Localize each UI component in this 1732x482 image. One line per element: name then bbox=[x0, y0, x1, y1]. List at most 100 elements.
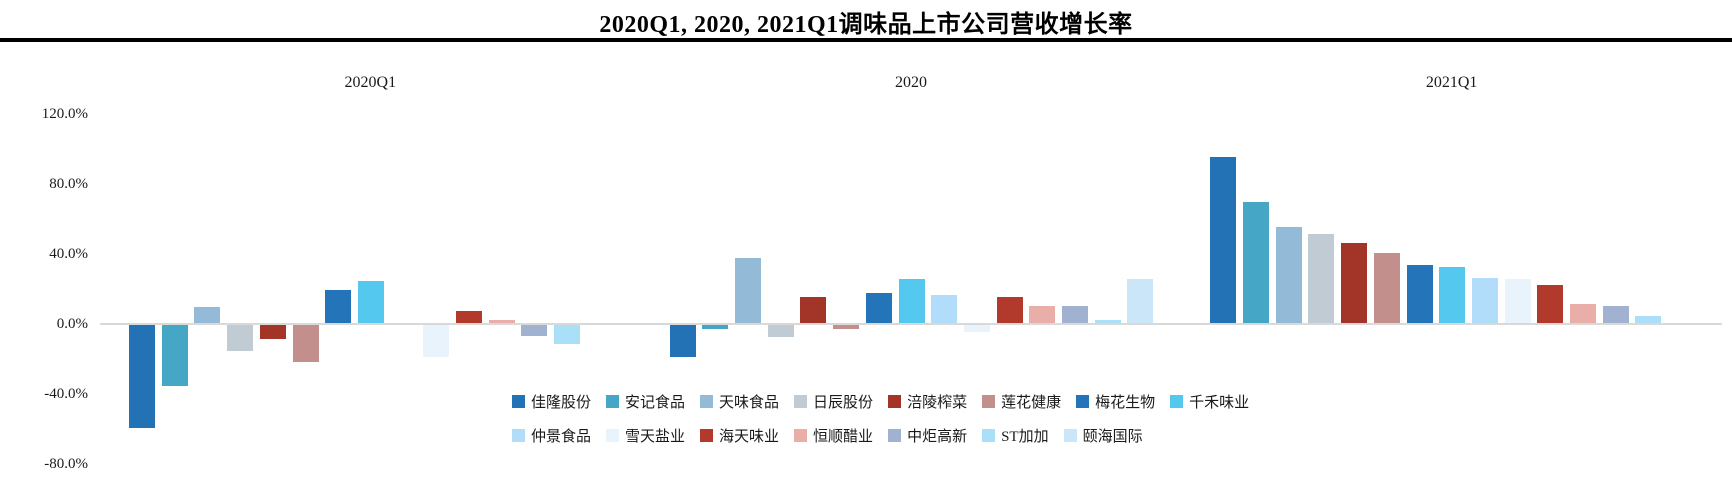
legend-swatch-icon bbox=[700, 429, 714, 442]
bar-2021Q1-安记食品 bbox=[1243, 202, 1270, 323]
legend-item-梅花生物: 梅花生物 bbox=[1076, 391, 1155, 412]
legend-swatch-icon bbox=[888, 395, 902, 408]
legend-item-仲景食品: 仲景食品 bbox=[512, 425, 591, 446]
bar-2020Q1-恒顺醋业 bbox=[488, 319, 515, 323]
bar-2021Q1-千禾味业 bbox=[1439, 267, 1466, 323]
bar-2020-千禾味业 bbox=[898, 279, 925, 323]
legend-item-恒顺醋业: 恒顺醋业 bbox=[794, 425, 873, 446]
legend-label: 恒顺醋业 bbox=[813, 429, 874, 445]
bar-2021Q1-梅花生物 bbox=[1406, 265, 1433, 323]
bar-2020-中炬高新 bbox=[1062, 305, 1089, 323]
legend-swatch-icon bbox=[606, 395, 620, 408]
legend-row-2: 仲景食品 雪天盐业 海天味业 恒顺醋业 中炬高新 ST加加 颐海国际 bbox=[512, 425, 1264, 446]
bar-2021Q1-涪陵榨菜 bbox=[1341, 242, 1368, 323]
legend-swatch-icon bbox=[512, 429, 525, 442]
legend-swatch-icon bbox=[1076, 395, 1090, 408]
bar-2020Q1-千禾味业 bbox=[357, 281, 384, 323]
bar-2021Q1-海天味业 bbox=[1537, 284, 1564, 323]
bar-2020-海天味业 bbox=[996, 296, 1023, 323]
bar-2021Q1-天味食品 bbox=[1275, 226, 1302, 323]
bar-2020-颐海国际 bbox=[1127, 279, 1154, 323]
legend-row-1: 佳隆股份 安记食品 天味食品 日辰股份 涪陵榨菜 莲花健康 梅花生物 千禾味业 bbox=[512, 391, 1264, 412]
bar-2020Q1-海天味业 bbox=[456, 310, 482, 323]
legend-swatch-icon bbox=[982, 395, 996, 408]
legend-item-千禾味业: 千禾味业 bbox=[1170, 391, 1249, 412]
bar-2021Q1-仲景食品 bbox=[1471, 277, 1498, 323]
legend-item-莲花健康: 莲花健康 bbox=[982, 391, 1061, 412]
bar-2020Q1-佳隆股份 bbox=[129, 325, 155, 429]
legend-label: 日辰股份 bbox=[813, 395, 874, 411]
legend-item-涪陵榨菜: 涪陵榨菜 bbox=[888, 391, 967, 412]
legend-item-雪天盐业: 雪天盐业 bbox=[606, 425, 685, 446]
legend-item-ST加加: ST加加 bbox=[982, 425, 1049, 446]
legend-item-海天味业: 海天味业 bbox=[700, 425, 779, 446]
bar-2020Q1-莲花健康 bbox=[292, 325, 319, 362]
bar-2020Q1-ST加加 bbox=[554, 325, 581, 345]
legend-swatch-icon bbox=[794, 429, 808, 442]
bar-2020Q1-天味食品 bbox=[194, 307, 221, 323]
legend-item-安记食品: 安记食品 bbox=[606, 391, 685, 412]
legend-item-天味食品: 天味食品 bbox=[700, 391, 779, 412]
bar-2020-ST加加 bbox=[1094, 319, 1121, 323]
category-label-2020Q1: 2020Q1 bbox=[344, 74, 397, 91]
legend-swatch-icon bbox=[700, 395, 714, 408]
bar-2020-安记食品 bbox=[702, 325, 729, 329]
legend-label: 雪天盐业 bbox=[625, 429, 686, 445]
bar-2020Q1-中炬高新 bbox=[521, 325, 548, 336]
legend-label: 梅花生物 bbox=[1095, 395, 1156, 411]
y-tick-label-4: -40.0% bbox=[44, 386, 88, 402]
y-tick-label-1: 80.0% bbox=[49, 176, 88, 192]
bar-2020-佳隆股份 bbox=[669, 325, 696, 357]
category-label-2020: 2020 bbox=[895, 74, 927, 91]
bar-2020Q1-雪天盐业 bbox=[423, 325, 450, 357]
category-label-2021Q1: 2021Q1 bbox=[1425, 74, 1478, 91]
bar-2020-涪陵榨菜 bbox=[800, 296, 827, 323]
legend-swatch-icon bbox=[1170, 395, 1184, 408]
bar-2020-日辰股份 bbox=[767, 325, 794, 338]
bar-2020Q1-安记食品 bbox=[161, 325, 188, 387]
title-underline bbox=[0, 38, 1732, 42]
bar-2021Q1-中炬高新 bbox=[1602, 305, 1629, 323]
bar-2020-雪天盐业 bbox=[963, 325, 990, 332]
bar-2020-恒顺醋业 bbox=[1029, 305, 1056, 323]
y-tick-label-2: 40.0% bbox=[49, 246, 88, 262]
legend-label: 中炬高新 bbox=[907, 429, 968, 445]
x-axis-line bbox=[100, 323, 1722, 325]
bar-2021Q1-ST加加 bbox=[1635, 316, 1662, 323]
y-tick-label-0: 120.0% bbox=[41, 106, 88, 122]
legend-swatch-icon bbox=[982, 429, 996, 442]
bar-2020-仲景食品 bbox=[931, 295, 958, 323]
bar-2020Q1-日辰股份 bbox=[227, 325, 254, 352]
legend-label: 安记食品 bbox=[625, 395, 686, 411]
bar-2021Q1-莲花健康 bbox=[1373, 253, 1400, 323]
bar-2021Q1-雪天盐业 bbox=[1504, 279, 1531, 323]
bar-2020Q1-涪陵榨菜 bbox=[259, 325, 286, 339]
legend-label: 颐海国际 bbox=[1082, 429, 1143, 445]
y-tick-label-3: 0.0% bbox=[56, 316, 88, 332]
legend-item-日辰股份: 日辰股份 bbox=[794, 391, 873, 412]
bar-2020-天味食品 bbox=[735, 258, 762, 323]
bar-2020Q1-梅花生物 bbox=[325, 289, 352, 323]
legend-label: 千禾味业 bbox=[1189, 395, 1250, 411]
legend-label: 海天味业 bbox=[719, 429, 780, 445]
legend-swatch-icon bbox=[888, 429, 902, 442]
bar-2021Q1-恒顺醋业 bbox=[1570, 303, 1597, 323]
legend-label: ST加加 bbox=[1001, 429, 1049, 445]
legend-swatch-icon bbox=[512, 395, 525, 408]
legend-swatch-icon bbox=[1063, 429, 1077, 442]
legend-swatch-icon bbox=[794, 395, 808, 408]
bar-2021Q1-佳隆股份 bbox=[1210, 156, 1237, 323]
bar-2020-梅花生物 bbox=[865, 293, 892, 323]
y-tick-label-5: -80.0% bbox=[44, 456, 88, 472]
legend-label: 莲花健康 bbox=[1001, 395, 1062, 411]
legend-item-颐海国际: 颐海国际 bbox=[1063, 425, 1143, 446]
legend-label: 佳隆股份 bbox=[531, 395, 592, 411]
bar-2020-莲花健康 bbox=[833, 325, 860, 329]
legend-label: 天味食品 bbox=[719, 395, 780, 411]
chart-title: 2020Q1, 2020, 2021Q1调味品上市公司营收增长率 bbox=[599, 12, 1133, 38]
legend: 佳隆股份 安记食品 天味食品 日辰股份 涪陵榨菜 莲花健康 梅花生物 千禾味业仲景食品 雪天盐业… bbox=[512, 391, 1264, 459]
legend-swatch-icon bbox=[606, 429, 620, 442]
bar-2021Q1-日辰股份 bbox=[1308, 233, 1335, 323]
legend-item-中炬高新: 中炬高新 bbox=[888, 425, 967, 446]
